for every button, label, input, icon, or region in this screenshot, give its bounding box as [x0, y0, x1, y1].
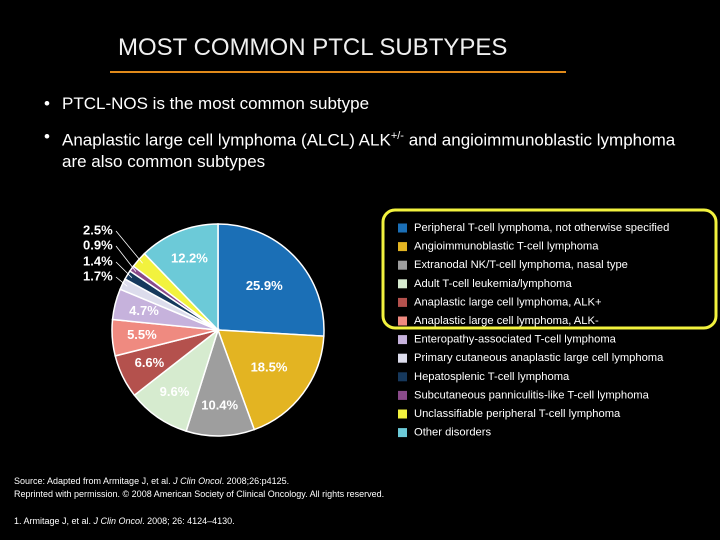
reference-text: 1. Armitage J, et al. — [14, 516, 94, 526]
superscript: +/- — [390, 130, 404, 142]
value-label: 4.7% — [129, 303, 159, 318]
legend-label: Extranodal NK/T-cell lymphoma, nasal typ… — [414, 259, 628, 271]
legend-label: Primary cutaneous anaplastic large cell … — [414, 352, 664, 364]
legend-swatch — [398, 335, 407, 345]
legend-swatch — [398, 409, 407, 419]
value-label: 9.6% — [160, 384, 190, 399]
journal: J Clin Oncol — [93, 516, 143, 526]
source: Source: Adapted from Armitage J, et al. … — [14, 476, 289, 486]
value-label: 1.4% — [83, 253, 113, 268]
legend-label: Adult T-cell leukemia/lymphoma — [414, 278, 573, 290]
value-label: 10.4% — [201, 398, 238, 413]
journal: J Clin Oncol — [173, 476, 222, 486]
bullet: Anaplastic large cell lymphoma (ALCL) AL… — [44, 126, 682, 172]
legend-swatch — [398, 316, 407, 326]
value-label: 2.5% — [83, 222, 113, 237]
legend-label: Enteropathy-associated T-cell lymphoma — [414, 334, 617, 346]
value-label: 25.9% — [246, 278, 283, 293]
legend-swatch — [398, 260, 407, 270]
pie-slice — [216, 329, 325, 431]
legend-swatch — [398, 428, 407, 438]
leader-line — [115, 230, 143, 264]
source-text: Source: Adapted from Armitage J, et al. — [14, 476, 174, 486]
bullet-text: and angioimmunoblastic lymphoma are also… — [62, 130, 676, 171]
legend-swatch — [398, 390, 407, 400]
reference: 1. Armitage J, et al. J Clin Oncol. 2008… — [14, 516, 235, 526]
legend-label: Other disorders — [414, 427, 492, 439]
value-label: 6.6% — [135, 355, 165, 370]
reference-text: . 2008; 26: 4124–4130. — [142, 516, 235, 526]
leader-line — [115, 245, 137, 272]
slide-title: MOST COMMON PTCL SUBTYPES — [118, 34, 508, 61]
source: Reprinted with permission. © 2008 Americ… — [14, 489, 385, 499]
pie-slice — [143, 223, 219, 332]
legend-swatch — [398, 353, 407, 363]
legend-swatch — [398, 223, 407, 233]
legend-label: Hepatosplenic T-cell lymphoma — [414, 371, 570, 383]
legend-label: Anaplastic large cell lymphoma, ALK- — [414, 315, 599, 327]
value-label: 12.2% — [171, 251, 208, 266]
legend-label: Peripheral T-cell lymphoma, not otherwis… — [414, 222, 669, 234]
leader-line — [115, 261, 133, 279]
legend-swatch — [398, 297, 407, 307]
legend-label: Unclassifiable peripheral T-cell lymphom… — [414, 408, 621, 420]
legend-swatch — [398, 242, 407, 252]
legend-label: Subcutaneous panniculitis-like T-cell ly… — [414, 389, 650, 401]
bullet: PTCL-NOS is the most common subtype — [44, 93, 682, 114]
value-label: 18.5% — [251, 359, 288, 374]
legend-label: Angioimmunoblastic T-cell lymphoma — [414, 241, 599, 253]
leader-line — [115, 276, 128, 287]
pie-slice — [217, 223, 325, 337]
pie-slice — [185, 327, 256, 437]
bullet-text: Anaplastic large cell lymphoma (ALCL) AL… — [62, 130, 391, 150]
highlight-box — [381, 208, 718, 330]
value-label: 1.7% — [83, 268, 113, 283]
legend-label: Anaplastic large cell lymphoma, ALK+ — [414, 296, 602, 308]
title-underline — [110, 71, 566, 73]
value-label: 5.5% — [127, 327, 157, 342]
bullet-text: PTCL-NOS is the most common subtype — [62, 94, 370, 113]
legend-swatch — [398, 279, 407, 289]
value-label: 0.9% — [83, 237, 113, 252]
legend-swatch — [398, 372, 407, 382]
source-text: . 2008;26:p4125. — [221, 476, 290, 486]
